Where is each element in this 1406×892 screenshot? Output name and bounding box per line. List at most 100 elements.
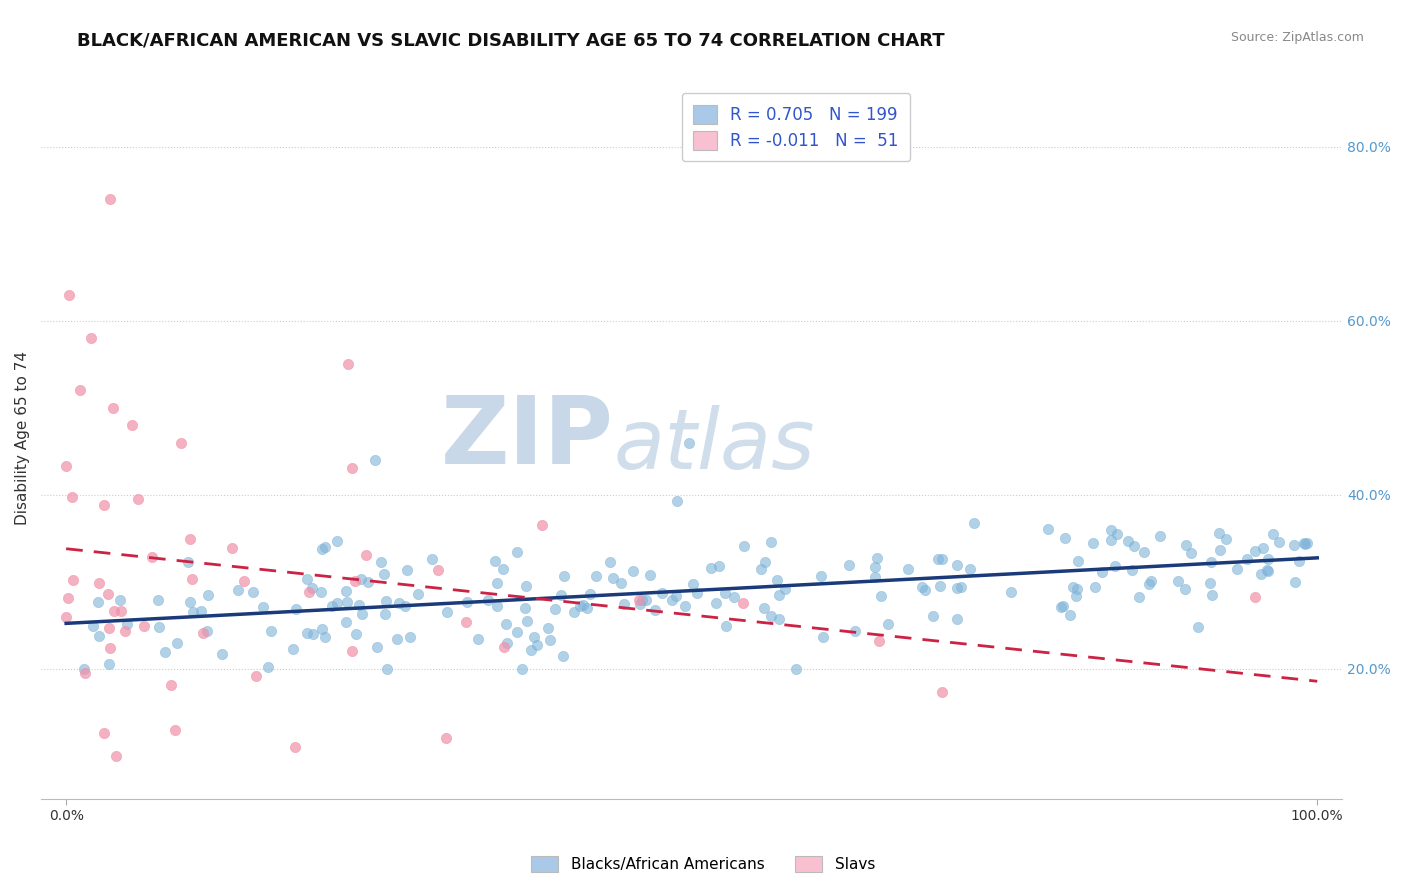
Point <box>621 564 644 578</box>
Point <box>62 573 84 587</box>
Point <box>927 552 949 566</box>
Point <box>195 624 218 639</box>
Point <box>456 615 478 629</box>
Point <box>665 494 688 508</box>
Point <box>232 574 254 588</box>
Point <box>1261 527 1284 541</box>
Point <box>638 568 661 582</box>
Point <box>221 541 243 555</box>
Point <box>838 558 860 573</box>
Point <box>357 575 380 590</box>
Point <box>962 516 984 530</box>
Point <box>706 596 728 610</box>
Point <box>93 498 115 512</box>
Point <box>420 552 443 566</box>
Point <box>337 357 360 371</box>
Point <box>865 550 887 565</box>
Point <box>69 384 91 398</box>
Point <box>1257 564 1279 578</box>
Point <box>1104 559 1126 574</box>
Text: BLACK/AFRICAN AMERICAN VS SLAVIC DISABILITY AGE 65 TO 74 CORRELATION CHART: BLACK/AFRICAN AMERICAN VS SLAVIC DISABIL… <box>77 31 945 49</box>
Point <box>1128 590 1150 604</box>
Point <box>132 619 155 633</box>
Point <box>1208 526 1230 541</box>
Point <box>314 540 336 554</box>
Point <box>876 616 898 631</box>
Point <box>1226 562 1249 576</box>
Point <box>844 624 866 638</box>
Point <box>166 635 188 649</box>
Point <box>1244 543 1267 558</box>
Point <box>538 633 561 648</box>
Point <box>260 624 283 638</box>
Point <box>914 582 936 597</box>
Point <box>707 559 730 574</box>
Point <box>155 645 177 659</box>
Text: ZIP: ZIP <box>440 392 613 484</box>
Point <box>1175 538 1198 552</box>
Point <box>1054 531 1077 545</box>
Point <box>768 611 790 625</box>
Point <box>949 581 972 595</box>
Point <box>302 627 325 641</box>
Point <box>1107 526 1129 541</box>
Point <box>897 562 920 576</box>
Point <box>62 490 84 504</box>
Point <box>700 561 723 575</box>
Point <box>399 631 422 645</box>
Point <box>911 580 934 594</box>
Y-axis label: Disability Age 65 to 74: Disability Age 65 to 74 <box>15 351 30 525</box>
Point <box>326 533 349 548</box>
Point <box>211 647 233 661</box>
Point <box>1137 577 1160 591</box>
Point <box>242 584 264 599</box>
Point <box>723 590 745 604</box>
Point <box>115 617 138 632</box>
Point <box>863 570 886 584</box>
Point <box>1296 536 1319 550</box>
Point <box>571 598 593 612</box>
Point <box>311 584 333 599</box>
Point <box>105 748 128 763</box>
Point <box>284 739 307 754</box>
Point <box>326 597 349 611</box>
Point <box>89 576 111 591</box>
Point <box>80 331 103 345</box>
Point <box>336 595 359 609</box>
Point <box>1116 533 1139 548</box>
Point <box>686 586 709 600</box>
Point <box>1099 523 1122 537</box>
Point <box>1049 599 1071 614</box>
Point <box>354 549 377 563</box>
Point <box>73 662 96 676</box>
Point <box>370 556 392 570</box>
Point <box>181 605 204 619</box>
Point <box>170 435 193 450</box>
Point <box>148 620 170 634</box>
Point <box>456 595 478 609</box>
Point <box>1066 582 1088 596</box>
Point <box>1000 585 1022 599</box>
Point <box>98 657 121 671</box>
Point <box>1187 619 1209 633</box>
Point <box>731 595 754 609</box>
Point <box>526 638 548 652</box>
Point <box>1052 599 1074 614</box>
Point <box>55 458 77 473</box>
Point <box>385 632 408 646</box>
Point <box>1167 574 1189 588</box>
Point <box>752 601 775 615</box>
Point <box>285 601 308 615</box>
Point <box>1036 522 1059 536</box>
Point <box>946 612 969 626</box>
Point <box>678 435 700 450</box>
Point <box>110 604 132 618</box>
Point <box>180 572 202 586</box>
Point <box>1123 539 1146 553</box>
Point <box>103 604 125 618</box>
Point <box>179 532 201 546</box>
Point <box>569 599 592 613</box>
Point <box>1250 567 1272 582</box>
Point <box>191 625 214 640</box>
Point <box>661 592 683 607</box>
